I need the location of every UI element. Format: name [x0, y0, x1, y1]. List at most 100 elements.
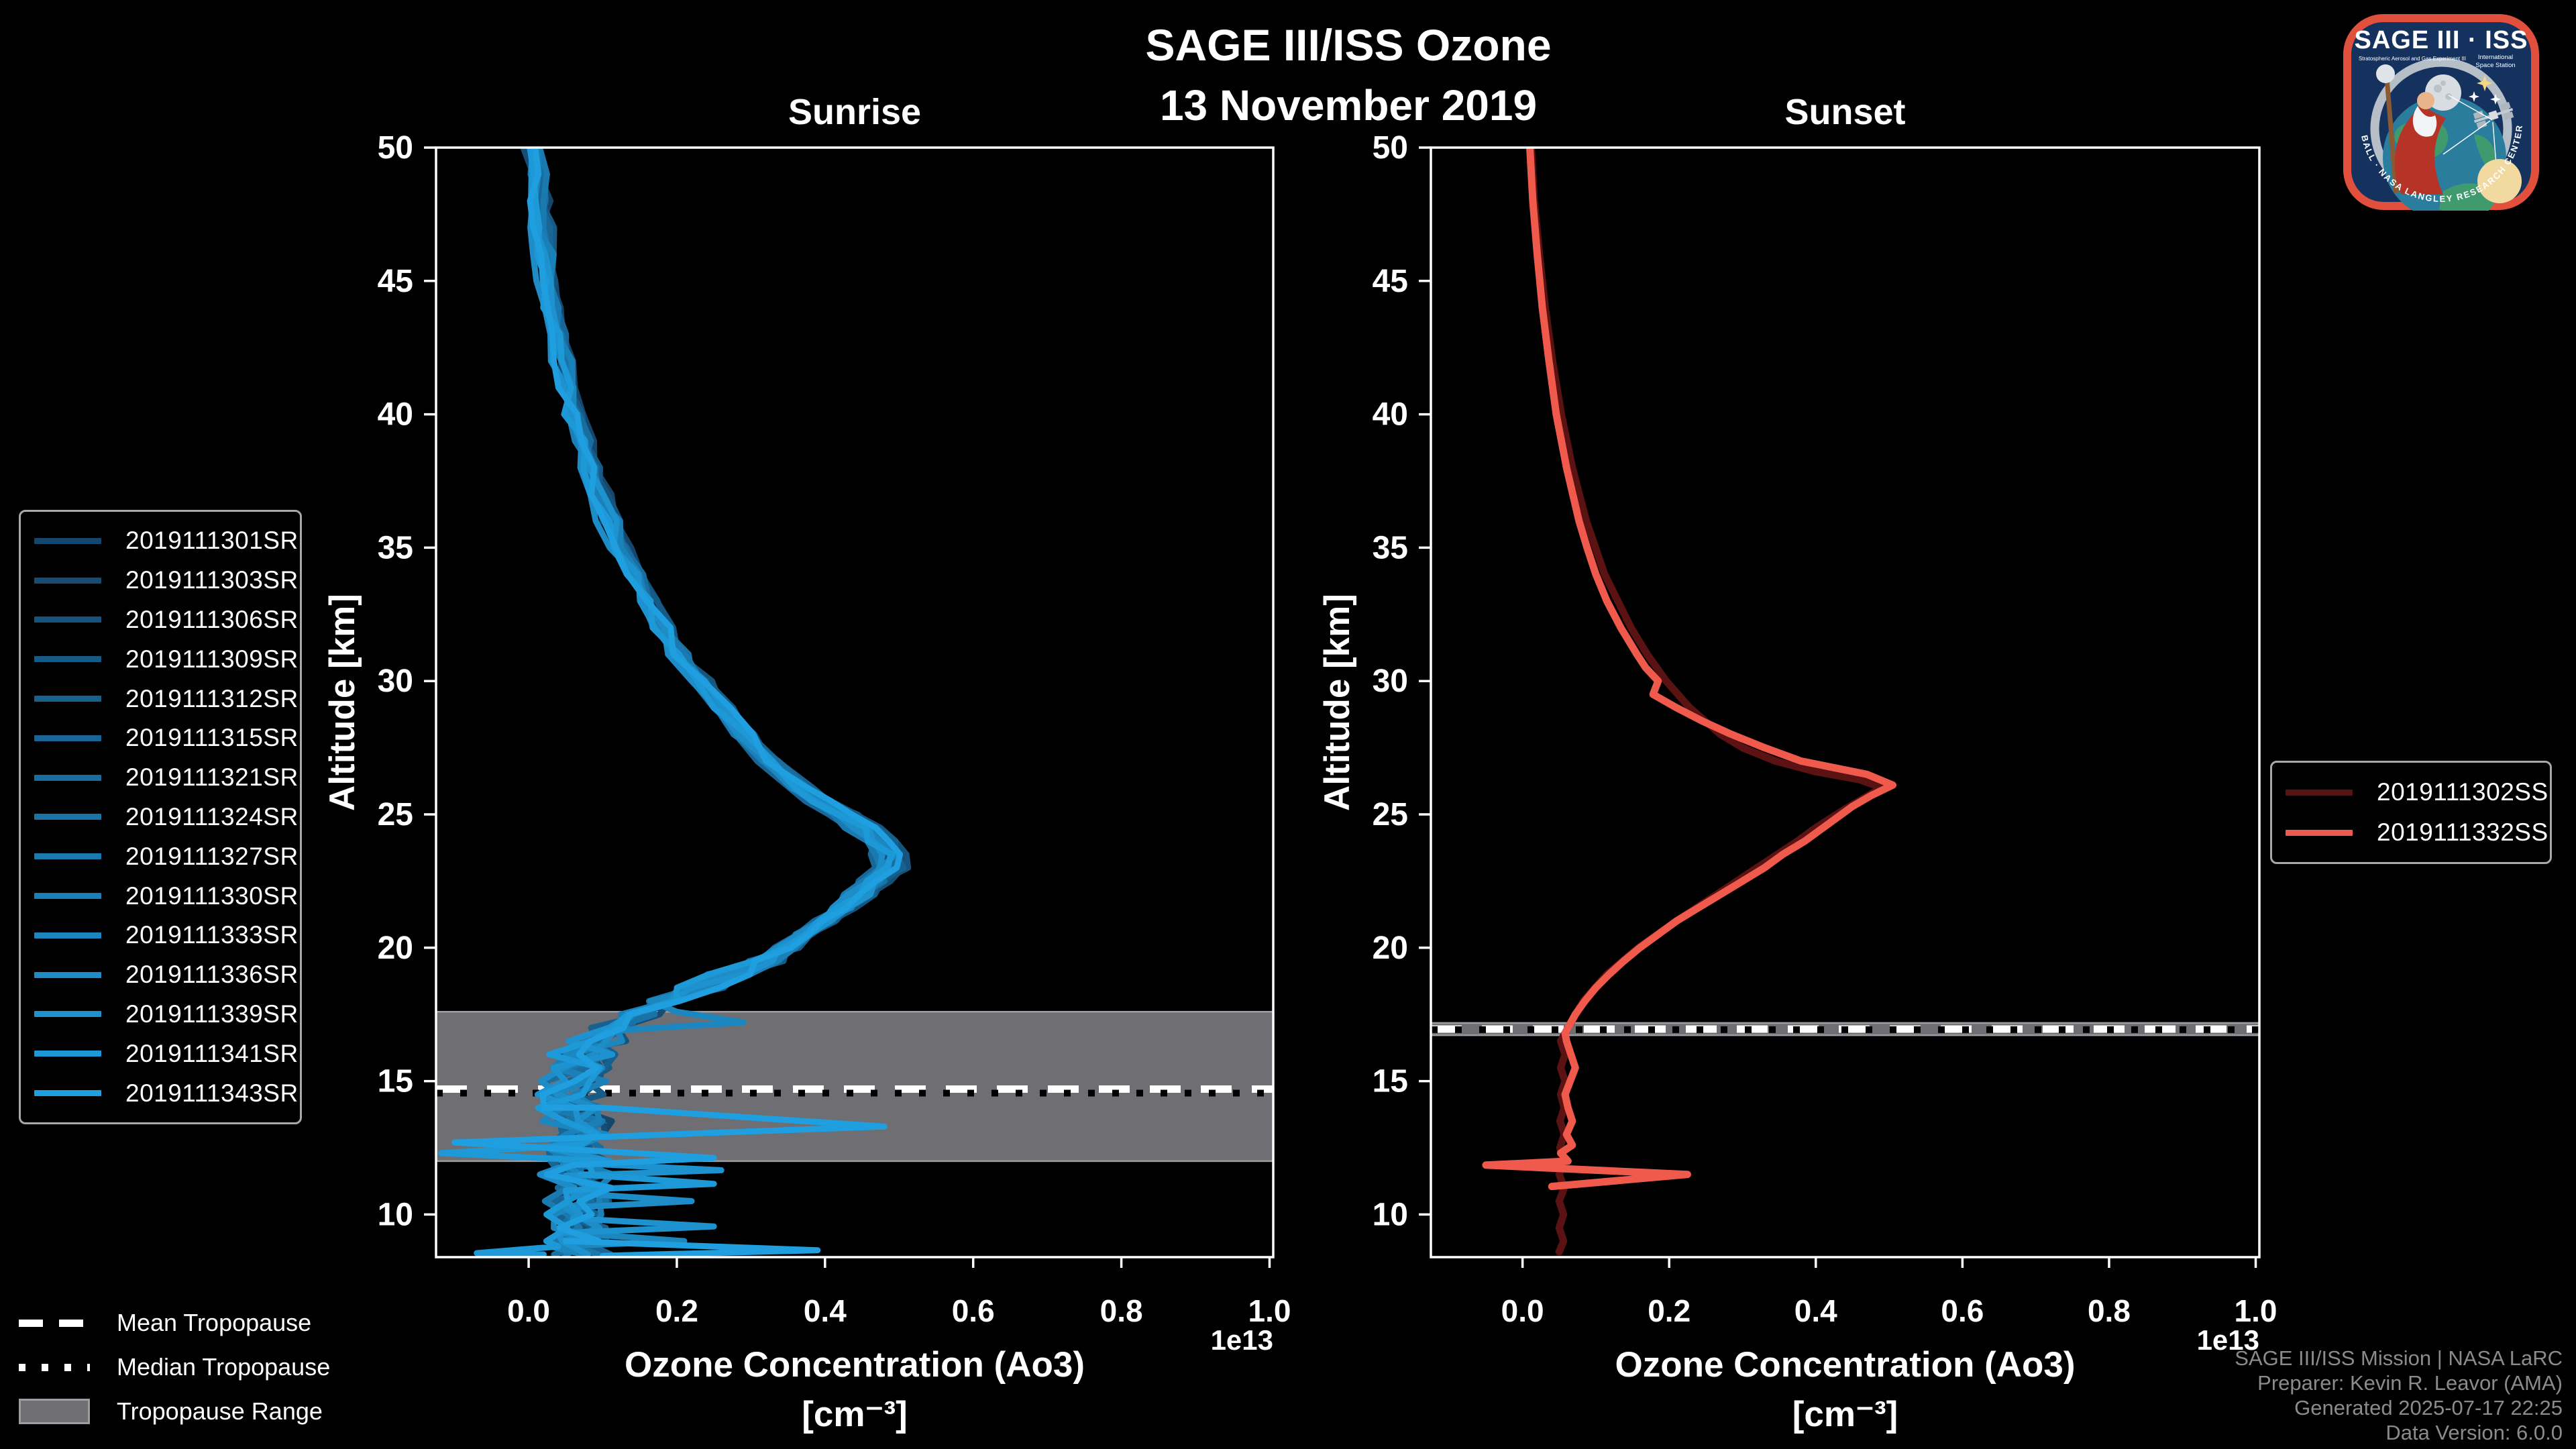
- legend-item: 2019111341SR: [34, 1040, 298, 1068]
- credits-preparer: Preparer: Kevin R. Leavor (AMA): [2257, 1371, 2563, 1395]
- sunrise-x-axis-offset-label: 1e13: [1211, 1324, 1273, 1356]
- legend-label: 2019111312SR: [125, 684, 299, 712]
- legend-item: 2019111321SR: [34, 763, 298, 792]
- credits: SAGE III/ISS Mission | NASA LaRC Prepare…: [2235, 1346, 2563, 1445]
- legend-label: 2019111341SR: [125, 1039, 299, 1067]
- legend-label: 2019111327SR: [125, 842, 299, 870]
- legend-item: 2019111312SR: [34, 685, 298, 713]
- legend-item: 2019111324SR: [34, 803, 298, 831]
- legend-line-swatch-icon: [34, 971, 101, 978]
- legend-item: 2019111332SS: [2286, 818, 2548, 847]
- legend-item: 2019111315SR: [34, 724, 298, 752]
- credits-mission: SAGE III/ISS Mission | NASA LaRC: [2235, 1346, 2563, 1370]
- legend-line-swatch-icon: [34, 814, 101, 820]
- sunset-x-tick-label: 0.6: [1941, 1293, 1984, 1328]
- sunrise-y-tick-label: 10: [378, 1197, 413, 1232]
- legend-line-swatch-icon: [34, 853, 101, 860]
- legend-item: 2019111302SS: [2286, 778, 2548, 806]
- legend-item: 2019111301SR: [34, 527, 298, 555]
- sunrise-y-tick-label: 30: [378, 663, 413, 699]
- sunrise-y-tick-label: 45: [378, 264, 413, 299]
- sunset-x-tick-label: 1.0: [2235, 1293, 2277, 1328]
- sunset-y-tick-label: 30: [1373, 663, 1408, 699]
- sunrise-x-tick-label: 1.0: [1248, 1293, 1291, 1328]
- sunrise-x-tick-label: 0.0: [507, 1293, 550, 1328]
- legend-label: 2019111330SR: [125, 881, 299, 910]
- profile-line-2019111343SR: [451, 148, 904, 1257]
- tropopause-range-box-swatch-icon: [19, 1399, 90, 1424]
- sunset-y-tick-label: 25: [1373, 797, 1408, 833]
- legend-label: 2019111332SS: [2377, 818, 2548, 846]
- sunset-x-axis-unit-label: [cm⁻³]: [1792, 1395, 1898, 1434]
- legend-line-swatch-icon: [34, 893, 101, 900]
- credits-data-version: Data Version: 6.0.0: [2385, 1421, 2563, 1444]
- legend-line-swatch-icon: [2286, 789, 2353, 796]
- sunset-x-axis-label: Ozone Concentration (Ao3): [1615, 1345, 2075, 1385]
- tropopause-range-label: Tropopause Range: [117, 1397, 323, 1425]
- sunrise-x-tick-label: 0.6: [952, 1293, 995, 1328]
- sunset-x-tick-label: 0.0: [1501, 1293, 1544, 1328]
- figure-title: SAGE III/ISS Ozone 13 November 2019: [436, 15, 2261, 135]
- sunrise-y-tick-label: 40: [378, 397, 413, 433]
- tropopause-legend-median: Median Tropopause: [19, 1352, 330, 1382]
- sunrise-x-tick-label: 0.4: [804, 1293, 847, 1328]
- legend-label: 2019111309SR: [125, 645, 299, 673]
- tropopause-legend: Mean Tropopause Median Tropopause Tropop…: [19, 1308, 330, 1426]
- legend-item: 2019111327SR: [34, 843, 298, 871]
- sunset-event-legend: 2019111302SS 2019111332SS: [2270, 761, 2552, 864]
- legend-label: 2019111339SR: [125, 1000, 299, 1028]
- legend-line-swatch-icon: [34, 1090, 101, 1097]
- tropopause-legend-mean: Mean Tropopause: [19, 1308, 330, 1338]
- legend-line-swatch-icon: [34, 1011, 101, 1018]
- sunrise-axes-frame: [435, 146, 1275, 1258]
- logo-subtitle-right-line1: International: [2478, 54, 2513, 61]
- legend-line-swatch-icon: [34, 537, 101, 544]
- figure-title-line1: SAGE III/ISS Ozone: [1145, 20, 1552, 70]
- sunset-x-axis-offset-label: 1e13: [2197, 1324, 2259, 1356]
- legend-line-swatch-icon: [34, 577, 101, 584]
- credits-generated: Generated 2025-07-17 22:25: [2294, 1396, 2563, 1419]
- logo-subtitle-right-line2: Space Station: [2475, 62, 2515, 69]
- sunrise-y-tick-label: 15: [378, 1064, 413, 1099]
- legend-label: 2019111336SR: [125, 961, 299, 989]
- sunset-y-tick-label: 35: [1373, 530, 1408, 566]
- sunset-axes-frame: [1430, 146, 2261, 1258]
- legend-label: 2019111303SR: [125, 566, 299, 594]
- legend-line-swatch-icon: [34, 1051, 101, 1057]
- legend-label: 2019111343SR: [125, 1079, 299, 1107]
- sunset-x-tick-label: 0.8: [2088, 1293, 2131, 1328]
- legend-item: 2019111306SR: [34, 606, 298, 634]
- sunset-plot-area: [1431, 148, 2259, 1256]
- sunset-y-tick-label: 10: [1373, 1197, 1408, 1232]
- sunrise-y-tick-label: 50: [378, 130, 413, 166]
- legend-label: 2019111321SR: [125, 763, 299, 792]
- legend-label: 2019111306SR: [125, 605, 299, 633]
- sunset-y-tick-label: 50: [1373, 130, 1408, 166]
- sunset-subplot-title: Sunset: [1784, 92, 1906, 132]
- logo-title: SAGE III · ISS: [2355, 26, 2528, 54]
- legend-label: 2019111333SR: [125, 921, 299, 949]
- legend-item: 2019111303SR: [34, 566, 298, 594]
- sunrise-y-tick-label: 35: [378, 530, 413, 566]
- sunrise-y-axis-label: Altitude [km]: [323, 594, 362, 811]
- iss-icon: [2473, 101, 2514, 129]
- legend-item: 2019111333SR: [34, 921, 298, 949]
- sunrise-y-tick-label: 25: [378, 797, 413, 833]
- sunset-x-tick-label: 0.4: [1794, 1293, 1837, 1328]
- sunrise-x-axis-label: Ozone Concentration (Ao3): [625, 1345, 1085, 1385]
- legend-line-swatch-icon: [34, 735, 101, 741]
- mean-tropopause-label: Mean Tropopause: [117, 1309, 312, 1336]
- legend-line-swatch-icon: [34, 696, 101, 702]
- sunset-y-tick-label: 40: [1373, 397, 1408, 433]
- legend-item: 2019111336SR: [34, 961, 298, 989]
- legend-item: 2019111330SR: [34, 882, 298, 910]
- profile-line-2019111302SS: [1527, 148, 1886, 1256]
- legend-line-swatch-icon: [34, 774, 101, 781]
- sunset-y-axis-label: Altitude [km]: [1318, 594, 1357, 811]
- sunrise-event-legend: 2019111301SR 2019111303SR 2019111306SR 2019…: [19, 510, 302, 1124]
- legend-label: 2019111324SR: [125, 802, 299, 830]
- sunrise-x-tick-label: 0.2: [655, 1293, 698, 1328]
- logo-subtitle-left: Stratospheric Aerosol and Gas Experiment…: [2359, 56, 2466, 62]
